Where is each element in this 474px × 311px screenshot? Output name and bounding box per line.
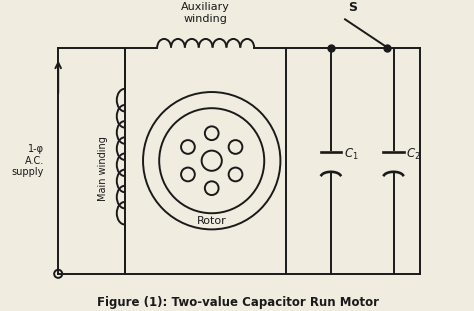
Text: Auxiliary
winding: Auxiliary winding [181,2,230,24]
Text: S: S [348,1,357,14]
Text: Rotor: Rotor [197,216,227,226]
Text: Figure (1): Two-value Capacitor Run Motor: Figure (1): Two-value Capacitor Run Moto… [97,296,379,309]
Text: $C_1$: $C_1$ [344,147,358,162]
Text: $C_2$: $C_2$ [406,147,421,162]
Text: 1-φ
A.C.
supply: 1-φ A.C. supply [12,144,44,177]
Text: Main winding: Main winding [98,136,108,201]
